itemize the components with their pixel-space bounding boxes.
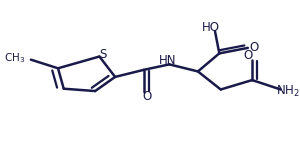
Text: O: O <box>250 41 259 54</box>
Text: HO: HO <box>202 21 220 34</box>
Text: HN: HN <box>159 54 177 67</box>
Text: S: S <box>99 48 106 61</box>
Text: O: O <box>142 90 152 103</box>
Text: CH$_3$: CH$_3$ <box>4 51 25 65</box>
Text: O: O <box>243 49 253 62</box>
Text: NH$_2$: NH$_2$ <box>276 84 300 99</box>
